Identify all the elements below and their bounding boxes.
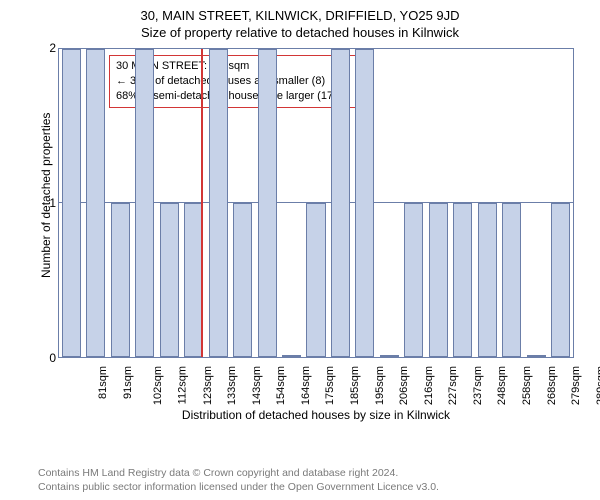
x-tick: 268sqm xyxy=(546,366,558,405)
bar xyxy=(380,355,399,357)
bar xyxy=(209,49,228,357)
x-tick: 175sqm xyxy=(325,366,337,405)
plot-area: 30 MAIN STREET: 136sqm ← 32% of detached… xyxy=(58,48,574,358)
x-tick: 227sqm xyxy=(447,366,459,405)
x-tick: 185sqm xyxy=(349,366,361,405)
y-tick: 1 xyxy=(44,196,56,210)
bar xyxy=(478,203,497,357)
bar xyxy=(527,355,546,357)
x-tick: 237sqm xyxy=(472,366,484,405)
x-ticks: Distribution of detached houses by size … xyxy=(58,360,574,418)
chart-container: Number of detached properties 30 MAIN ST… xyxy=(38,48,584,418)
x-tick: 112sqm xyxy=(176,366,188,404)
y-tick: 2 xyxy=(44,41,56,55)
bar xyxy=(160,203,179,357)
bar xyxy=(86,49,105,357)
bar xyxy=(453,203,472,357)
x-tick: 123sqm xyxy=(202,366,214,405)
bar xyxy=(306,203,325,357)
x-tick: 81sqm xyxy=(97,366,109,399)
x-tick: 248sqm xyxy=(497,366,509,405)
x-tick: 133sqm xyxy=(226,366,238,405)
bar xyxy=(502,203,521,357)
x-tick: 195sqm xyxy=(374,366,386,405)
footer-line-2: Contains public sector information licen… xyxy=(38,480,439,494)
bar xyxy=(331,49,350,357)
y-tick: 0 xyxy=(44,351,56,365)
x-tick: 164sqm xyxy=(300,366,312,405)
page-title: 30, MAIN STREET, KILNWICK, DRIFFIELD, YO… xyxy=(0,0,600,23)
bar xyxy=(355,49,374,357)
bar xyxy=(135,49,154,357)
bar xyxy=(111,203,130,357)
x-tick: 102sqm xyxy=(153,366,165,405)
x-tick: 91sqm xyxy=(122,366,134,399)
bar xyxy=(429,203,448,357)
x-tick: 154sqm xyxy=(275,366,287,405)
x-axis-label: Distribution of detached houses by size … xyxy=(58,408,574,422)
x-tick: 143sqm xyxy=(251,366,263,405)
x-tick: 289sqm xyxy=(595,366,600,405)
bar xyxy=(551,203,570,357)
x-tick: 258sqm xyxy=(521,366,533,405)
bar xyxy=(258,49,277,357)
footer: Contains HM Land Registry data © Crown c… xyxy=(38,466,439,494)
bar xyxy=(404,203,423,357)
bar xyxy=(62,49,81,357)
bar xyxy=(233,203,252,357)
x-tick: 279sqm xyxy=(570,366,582,405)
footer-line-1: Contains HM Land Registry data © Crown c… xyxy=(38,466,439,480)
x-tick: 206sqm xyxy=(398,366,410,405)
chart-subtitle: Size of property relative to detached ho… xyxy=(0,23,600,44)
x-tick: 216sqm xyxy=(423,366,435,405)
marker-line xyxy=(201,49,203,357)
bar xyxy=(282,355,301,357)
